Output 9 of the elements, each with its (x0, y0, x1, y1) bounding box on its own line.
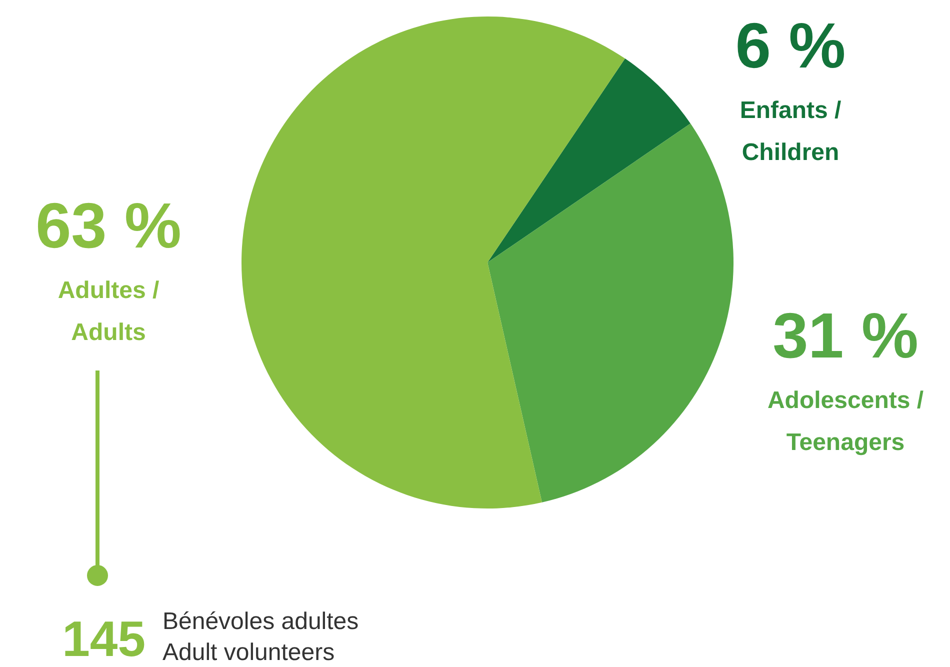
slice-label: Adolescents / Teenagers (767, 387, 924, 456)
text: Adult volunteers (162, 639, 335, 666)
slice-label: Adultes / Adults (58, 277, 160, 346)
text: Bénévoles adultes (162, 608, 359, 635)
data-label: 6 % (735, 10, 846, 82)
text: 145 (62, 611, 146, 667)
data-label: 31 % (772, 300, 918, 372)
slice-label: Enfants / Children (740, 97, 842, 166)
data-label: 63 % (36, 190, 182, 262)
